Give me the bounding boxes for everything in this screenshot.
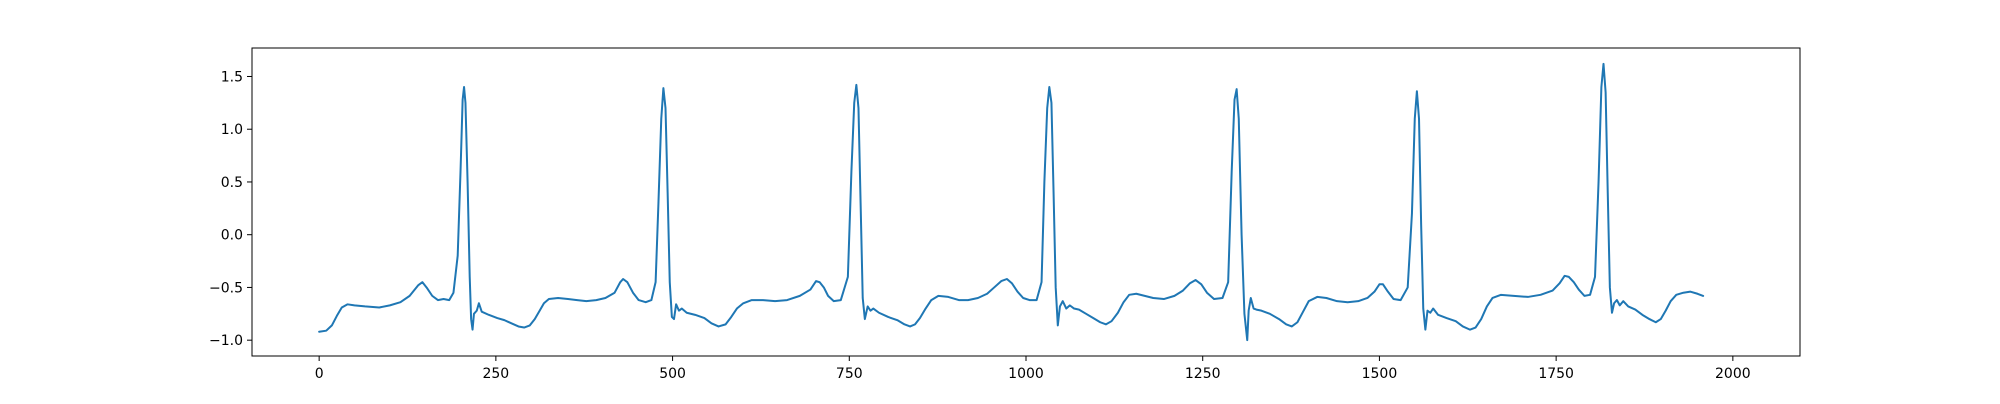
y-tick-label: 0.5 — [221, 175, 243, 191]
x-tick-label: 1000 — [1008, 366, 1044, 382]
x-tick-label: 500 — [659, 366, 686, 382]
x-tick-label: 1250 — [1185, 366, 1221, 382]
plot-area — [251, 47, 1801, 357]
x-axis: 0 250 500 750 1000 1250 1500 1750 2000 — [315, 356, 1751, 382]
y-tick-label: 0.0 — [221, 228, 243, 244]
y-tick-label: −0.5 — [209, 280, 243, 296]
y-tick-label: −1.0 — [209, 333, 243, 349]
y-axis: −1.0 −0.5 0.0 0.5 1.0 1.5 — [209, 69, 252, 349]
x-tick-label: 250 — [482, 366, 509, 382]
series-line — [318, 62, 1705, 342]
y-tick-label: 1.0 — [221, 122, 243, 138]
x-tick-label: 750 — [836, 366, 863, 382]
x-tick-label: 1500 — [1362, 366, 1398, 382]
x-tick-label: 1750 — [1538, 366, 1574, 382]
y-tick-label: 1.5 — [221, 69, 243, 85]
series-layer — [318, 62, 1705, 342]
x-tick-label: 2000 — [1715, 366, 1751, 382]
x-tick-label: 0 — [315, 366, 324, 382]
